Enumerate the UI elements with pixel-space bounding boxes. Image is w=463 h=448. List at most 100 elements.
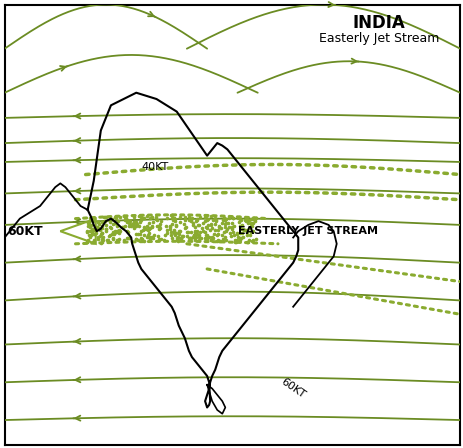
Point	[230, 232, 238, 239]
Point	[168, 232, 175, 239]
Point	[215, 238, 222, 245]
Point	[113, 222, 121, 229]
Point	[188, 214, 195, 221]
Point	[192, 230, 199, 237]
Point	[144, 226, 152, 233]
Point	[221, 215, 229, 222]
Point	[156, 223, 163, 230]
Point	[203, 217, 211, 224]
Point	[239, 233, 247, 241]
Point	[87, 224, 94, 231]
Point	[83, 239, 90, 246]
Point	[243, 232, 250, 239]
Point	[171, 229, 178, 237]
Point	[210, 231, 218, 238]
Point	[128, 222, 135, 229]
Point	[136, 230, 144, 237]
Point	[221, 214, 228, 221]
Point	[207, 222, 215, 229]
Point	[95, 221, 103, 228]
Point	[94, 236, 101, 243]
Point	[244, 238, 251, 246]
Point	[229, 226, 236, 233]
Text: EASTERLY JET STREAM: EASTERLY JET STREAM	[238, 226, 378, 236]
Point	[110, 230, 118, 237]
Point	[125, 234, 132, 241]
Point	[129, 220, 136, 228]
Point	[100, 214, 108, 221]
Point	[102, 227, 110, 234]
Point	[229, 228, 237, 236]
Point	[191, 234, 198, 241]
Point	[98, 236, 106, 243]
Point	[208, 225, 215, 232]
Text: Easterly Jet Stream: Easterly Jet Stream	[319, 32, 439, 45]
Point	[191, 231, 198, 238]
Point	[132, 236, 140, 243]
Point	[130, 213, 138, 220]
Point	[251, 217, 259, 224]
Point	[222, 215, 230, 223]
Point	[184, 233, 191, 240]
Point	[137, 212, 144, 220]
Point	[137, 219, 144, 226]
Point	[221, 234, 229, 241]
Point	[101, 214, 109, 221]
Point	[123, 219, 130, 226]
Point	[110, 221, 117, 228]
Point	[112, 214, 119, 221]
Point	[190, 221, 197, 228]
Point	[138, 213, 145, 220]
Point	[173, 237, 181, 244]
Point	[180, 232, 187, 239]
Point	[109, 236, 116, 243]
Text: 40KT: 40KT	[141, 162, 169, 172]
Point	[176, 228, 183, 235]
Point	[125, 223, 133, 230]
Point	[236, 238, 243, 245]
Point	[89, 217, 96, 224]
Point	[176, 237, 184, 244]
Point	[211, 220, 219, 227]
Point	[86, 221, 94, 228]
Point	[85, 220, 92, 227]
Point	[120, 212, 128, 220]
Point	[149, 235, 156, 242]
Point	[154, 233, 162, 240]
Point	[171, 232, 179, 239]
Point	[84, 223, 92, 230]
Point	[211, 226, 219, 233]
Point	[138, 237, 145, 244]
Point	[213, 237, 220, 245]
Point	[124, 229, 131, 236]
Point	[196, 213, 203, 220]
Point	[86, 233, 94, 241]
Point	[99, 224, 106, 232]
Point	[106, 232, 113, 239]
Point	[191, 228, 199, 235]
Point	[163, 226, 171, 233]
Point	[90, 230, 97, 237]
Point	[113, 227, 121, 234]
Point	[200, 220, 207, 227]
Point	[102, 221, 110, 228]
Point	[93, 223, 100, 230]
Point	[171, 215, 179, 222]
Point	[169, 214, 176, 221]
Point	[94, 218, 101, 225]
Point	[187, 234, 194, 241]
Point	[167, 225, 174, 233]
Point	[121, 216, 129, 224]
Point	[219, 220, 226, 227]
Point	[207, 237, 215, 244]
Point	[156, 225, 163, 233]
Point	[195, 232, 203, 239]
Point	[203, 234, 210, 241]
Point	[202, 214, 209, 221]
Point	[233, 236, 240, 243]
Point	[181, 217, 188, 224]
Point	[111, 219, 119, 226]
Point	[88, 230, 95, 237]
Point	[230, 215, 237, 222]
Point	[245, 237, 253, 244]
